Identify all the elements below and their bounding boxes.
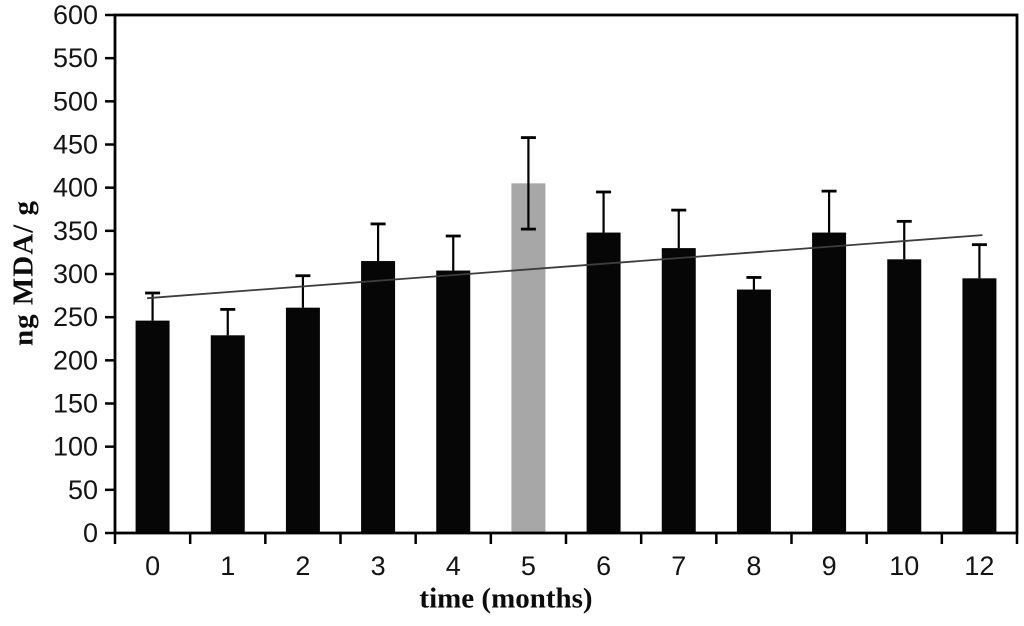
x-tick-label-month-8: 8	[746, 551, 761, 581]
y-tick-label: 550	[53, 43, 98, 73]
bar-month-7	[661, 248, 696, 533]
x-tick-label-month-12: 12	[964, 551, 994, 581]
x-axis-title: time (months)	[419, 582, 593, 615]
y-tick-label: 50	[68, 475, 98, 505]
bar-month-4	[436, 270, 471, 533]
y-tick-label: 150	[53, 389, 98, 419]
x-tick-label-month-7: 7	[671, 551, 686, 581]
x-tick-label-month-4: 4	[446, 551, 461, 581]
y-tick-label: 100	[53, 432, 98, 462]
x-tick-label-month-9: 9	[822, 551, 837, 581]
trend-line	[147, 234, 983, 300]
x-tick-label-month-6: 6	[596, 551, 611, 581]
y-tick-label: 250	[53, 302, 98, 332]
y-tick-label: 300	[53, 259, 98, 289]
y-tick-label: 600	[53, 0, 98, 30]
bar-month-1	[210, 335, 245, 533]
bar-month-6	[586, 232, 621, 533]
x-tick-label-month-5: 5	[521, 551, 536, 581]
bar-month-10	[887, 259, 922, 533]
bar-month-3	[361, 261, 396, 533]
y-tick-label: 200	[53, 345, 98, 375]
bar-month-5	[511, 183, 546, 533]
x-tick-label-month-10: 10	[889, 551, 919, 581]
y-tick-label: 350	[53, 216, 98, 246]
plot-frame	[113, 13, 1019, 535]
y-axis-title: ng MDA/ g	[7, 200, 40, 346]
x-tick-label-month-0: 0	[145, 551, 160, 581]
x-tick-label-month-2: 2	[295, 551, 310, 581]
bar-month-12	[962, 278, 997, 533]
y-tick-label: 400	[53, 173, 98, 203]
y-tick-label: 500	[53, 86, 98, 116]
x-tick-label-month-3: 3	[371, 551, 386, 581]
x-tick-label-month-1: 1	[220, 551, 235, 581]
y-tick-label: 450	[53, 130, 98, 160]
bar-month-0	[135, 320, 170, 533]
bar-month-8	[736, 289, 771, 533]
y-tick-label: 0	[83, 518, 98, 548]
bar-month-2	[285, 307, 320, 533]
bar-month-9	[812, 232, 847, 533]
